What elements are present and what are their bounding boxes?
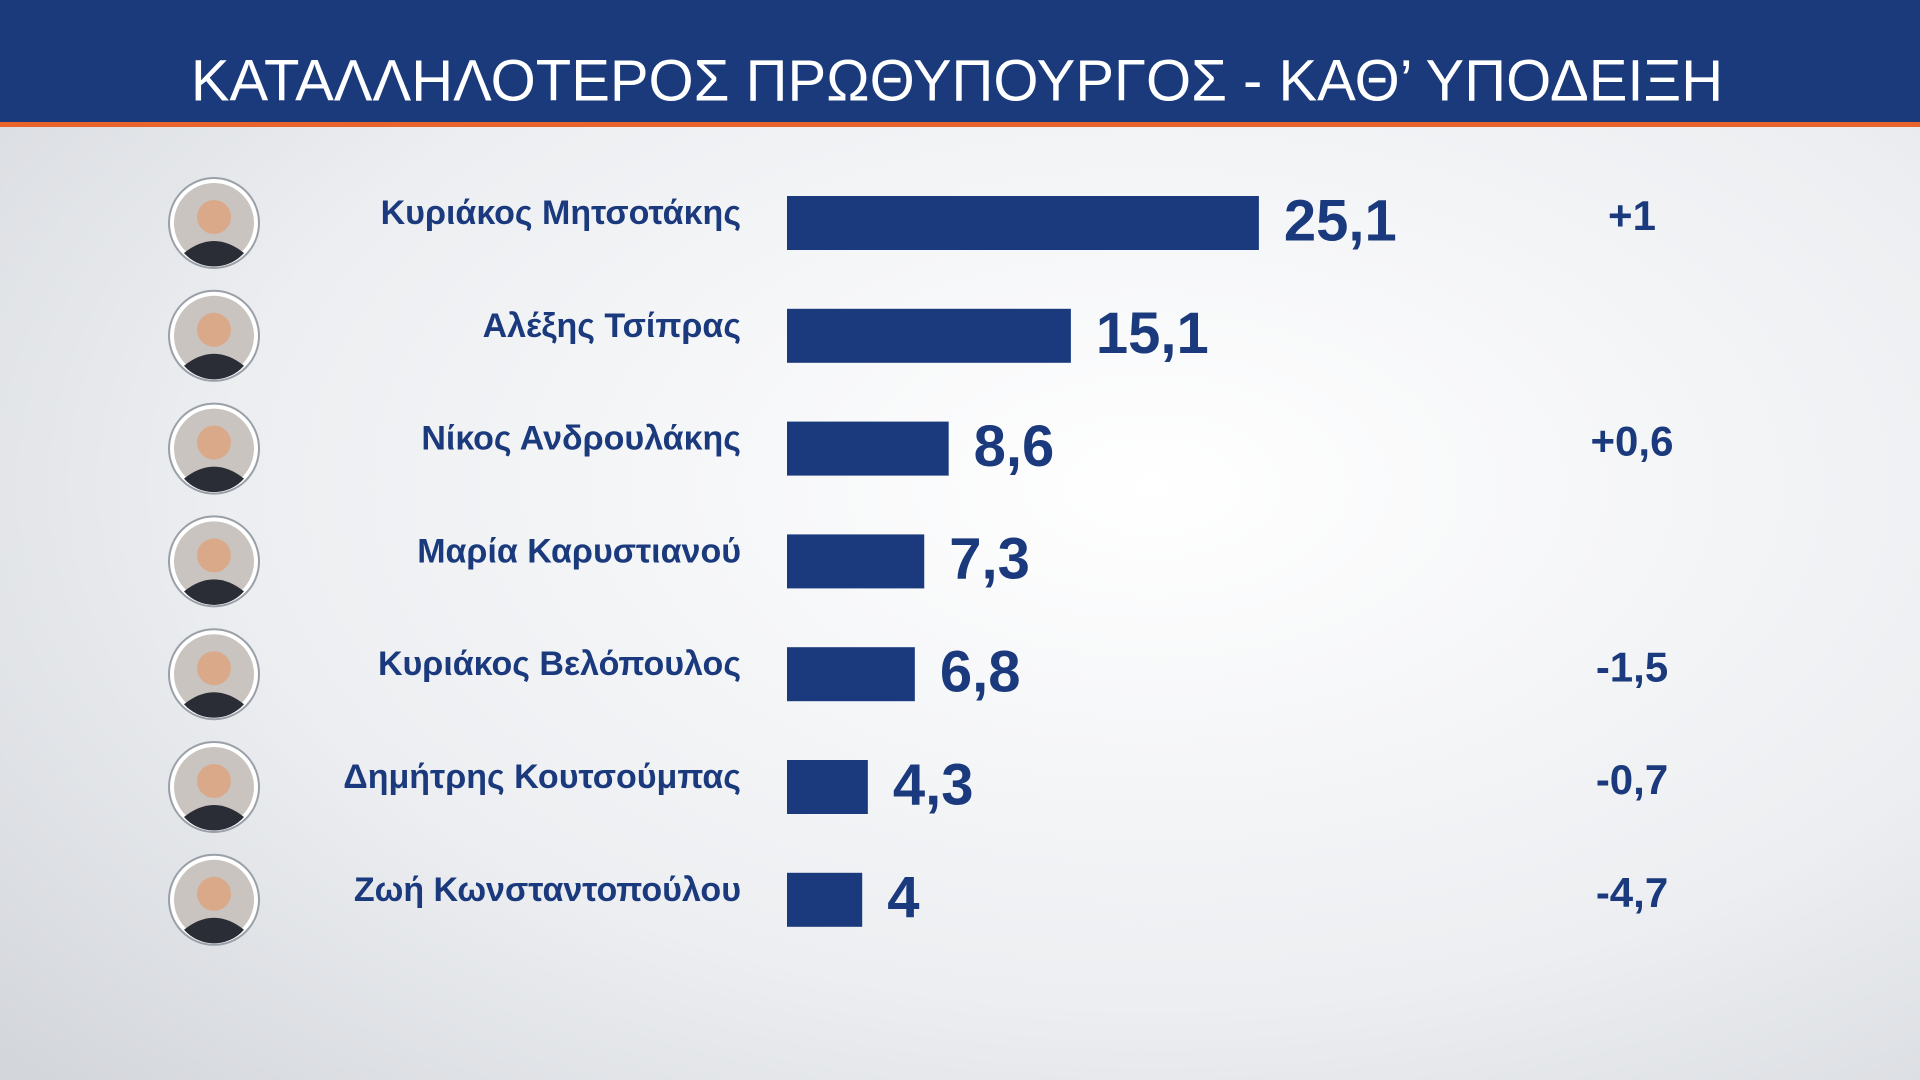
category-label: Κυριάκος Μητσοτάκης <box>381 194 741 232</box>
change-label: -1,5 <box>1596 643 1668 690</box>
change-label: -4,7 <box>1596 869 1668 916</box>
bar <box>787 534 925 589</box>
bar <box>787 760 868 814</box>
avatar-body <box>184 805 244 831</box>
change-label: -0,7 <box>1596 756 1668 803</box>
category-label: Κυριάκος Βελόπουλος <box>378 645 741 683</box>
category-label: Δημήτρης Κουτσούμπας <box>343 758 741 796</box>
avatar-body <box>184 917 244 944</box>
bar <box>787 872 863 927</box>
value-label: 25,1 <box>1284 188 1397 253</box>
bar <box>787 308 1071 363</box>
bar <box>787 647 915 702</box>
avatar-head <box>197 200 231 234</box>
header-band <box>0 0 1920 122</box>
bar <box>787 421 949 476</box>
avatar-body <box>184 466 244 493</box>
value-label: 4,3 <box>893 752 974 817</box>
avatar-head <box>197 651 231 686</box>
category-label: Νίκος Ανδρουλάκης <box>421 420 741 458</box>
avatar-head <box>197 764 231 798</box>
rows: Κυριάκος Μητσοτάκης 25,1 +1 Αλέξης Τσίπρας 1… <box>168 177 1674 946</box>
value-label: 7,3 <box>949 527 1030 592</box>
value-label: 6,8 <box>940 640 1021 705</box>
category-label: Αλέξης Τσίπρας <box>483 307 741 345</box>
value-label: 15,1 <box>1096 301 1209 366</box>
avatar-head <box>197 538 231 573</box>
avatar-body <box>184 579 244 605</box>
avatar-body <box>184 353 244 380</box>
change-label: +0,6 <box>1591 418 1674 465</box>
avatar-head <box>197 312 231 347</box>
change-label: +1 <box>1608 192 1656 239</box>
avatar-body <box>184 241 244 267</box>
bar <box>787 196 1259 250</box>
value-label: 4 <box>887 865 919 930</box>
avatar-head <box>197 876 231 911</box>
chart-title: ΚΑΤΑΛΛΗΛΟΤΕΡΟΣ ΠΡΩΘΥΠΟΥΡΓΟΣ - ΚΑΘ’ ΥΠΟΔΕ… <box>191 48 1723 113</box>
value-label: 8,6 <box>974 414 1055 479</box>
category-label: Ζωή Κωνσταντοπούλου <box>354 871 741 909</box>
avatar-body <box>184 692 244 718</box>
category-label: Μαρία Καρυστιανού <box>417 532 741 570</box>
header-accent <box>0 122 1920 127</box>
avatar-head <box>197 425 231 460</box>
